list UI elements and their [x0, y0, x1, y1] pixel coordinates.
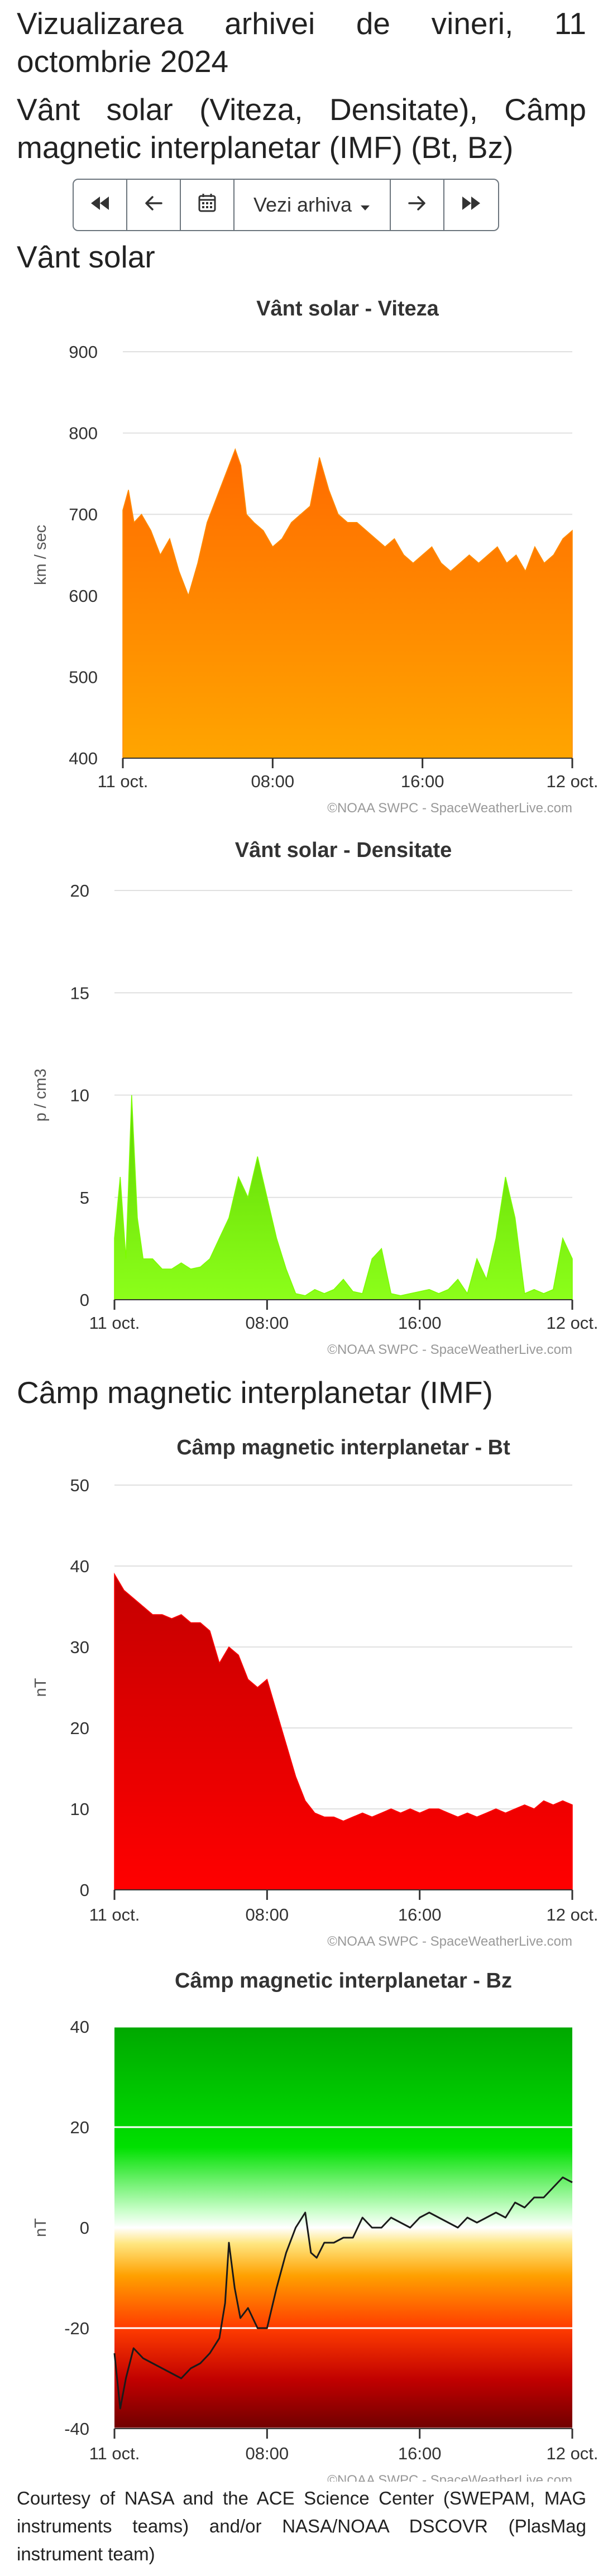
chart-credit: ©NOAA SWPC - SpaceWeatherLive.com [327, 801, 572, 816]
x-tick-label: 16:00 [401, 772, 444, 791]
x-tick-label: 16:00 [398, 1905, 442, 1924]
y-tick-label: 600 [69, 586, 98, 606]
caret-down-icon [360, 193, 371, 217]
chart-solar-wind-speed: Vânt solar - Viteza 400 500 600 700 800 900 km … [32, 297, 599, 816]
section-solar-wind: Vânt solar [17, 240, 155, 274]
y-tick-label: 15 [70, 983, 89, 1003]
archive-dropdown-label: Vezi arhiva [253, 193, 352, 216]
x-tick-label: 12 oct. [546, 1905, 598, 1924]
y-tick-label: 20 [70, 2118, 89, 2137]
arrow-left-icon [143, 193, 164, 217]
y-tick-label: 10 [70, 1799, 89, 1819]
x-tick-label: 11 oct. [98, 772, 149, 791]
next-day-button[interactable] [391, 180, 444, 230]
calendar-button[interactable] [181, 180, 234, 230]
chart-imf-bz: Câmp magnetic interplanetar - Bz -40 -20 0 2… [32, 1969, 599, 2482]
chart-title: Câmp magnetic interplanetar - Bz [175, 1969, 512, 1993]
x-tick-label: 11 oct. [89, 1313, 140, 1333]
y-tick-label: 0 [80, 2218, 89, 2238]
chart-title: Vânt solar - Densitate [235, 839, 452, 862]
y-tick-label: 20 [70, 881, 89, 901]
series-line [113, 2176, 573, 2410]
chart-imf-bt: Câmp magnetic interplanetar - Bt 0 10 20 30 4… [32, 1436, 599, 1949]
x-tick-label: 11 oct. [89, 1905, 140, 1924]
x-tick-label: 12 oct. [546, 2444, 598, 2463]
x-tick-label: 16:00 [398, 1313, 442, 1333]
x-tick-label: 08:00 [246, 2444, 289, 2463]
y-tick-label: -20 [64, 2319, 89, 2338]
double-arrow-right-icon [460, 193, 482, 217]
page-title: Vizualizarea arhivei de vineri, 11 octom… [17, 6, 586, 79]
calendar-icon [198, 193, 216, 217]
arrow-right-icon [407, 193, 427, 217]
x-tick-label: 12 oct. [546, 1313, 598, 1333]
y-tick-label: 5 [80, 1188, 89, 1208]
chart-credit: ©NOAA SWPC - SpaceWeatherLive.com [327, 1934, 572, 1949]
x-tick-label: 11 oct. [89, 2444, 140, 2463]
x-tick-label: 08:00 [246, 1905, 289, 1924]
section-imf: Câmp magnetic interplanetar (IMF) [17, 1375, 493, 1410]
first-day-button[interactable] [74, 180, 127, 230]
series-area [122, 448, 573, 759]
y-tick-label: 10 [70, 1086, 89, 1105]
y-axis-label: nT [32, 1678, 50, 1697]
y-tick-label: 50 [70, 1476, 89, 1495]
archive-dropdown[interactable]: Vezi arhiva [234, 180, 391, 230]
double-arrow-left-icon [89, 193, 111, 217]
y-axis-label: p / cm3 [32, 1069, 50, 1122]
footer-credit-text: Courtesy of NASA and the ACE Science Cen… [17, 2488, 586, 2564]
y-tick-label: 700 [69, 505, 98, 524]
y-tick-label: 30 [70, 1637, 89, 1657]
series-area [114, 1095, 573, 1300]
y-tick-label: 0 [80, 1880, 89, 1900]
y-tick-label: 400 [69, 749, 98, 768]
previous-day-button[interactable] [127, 180, 181, 230]
chart-credit: ©NOAA SWPC - SpaceWeatherLive.com [327, 2473, 572, 2482]
y-tick-label: -40 [64, 2419, 89, 2439]
y-tick-label: 20 [70, 1718, 89, 1738]
y-tick-label: 900 [69, 342, 98, 362]
chart-solar-wind-density: Vânt solar - Densitate 0 5 10 15 20 p / cm3 11 … [32, 839, 599, 1357]
y-tick-label: 40 [70, 1557, 89, 1576]
y-axis-label: km / sec [32, 525, 50, 585]
y-tick-label: 800 [69, 424, 98, 443]
y-axis-label: nT [32, 2218, 50, 2237]
y-tick-label: 500 [69, 667, 98, 687]
x-tick-label: 12 oct. [546, 772, 598, 791]
last-day-button[interactable] [444, 180, 498, 230]
x-tick-label: 16:00 [398, 2444, 442, 2463]
page-subtitle: Vânt solar (Viteza, Densitate), Câmp mag… [17, 92, 586, 165]
x-tick-label: 08:00 [251, 772, 295, 791]
y-tick-label: 40 [70, 2017, 89, 2037]
chart-credit: ©NOAA SWPC - SpaceWeatherLive.com [327, 1342, 572, 1357]
chart-title: Vânt solar - Viteza [256, 297, 439, 320]
series-area [114, 1572, 573, 1890]
x-tick-label: 08:00 [246, 1313, 289, 1333]
archive-navigation: Vezi arhiva [73, 179, 499, 231]
chart-title: Câmp magnetic interplanetar - Bt [176, 1436, 510, 1459]
y-tick-label: 0 [80, 1290, 89, 1310]
